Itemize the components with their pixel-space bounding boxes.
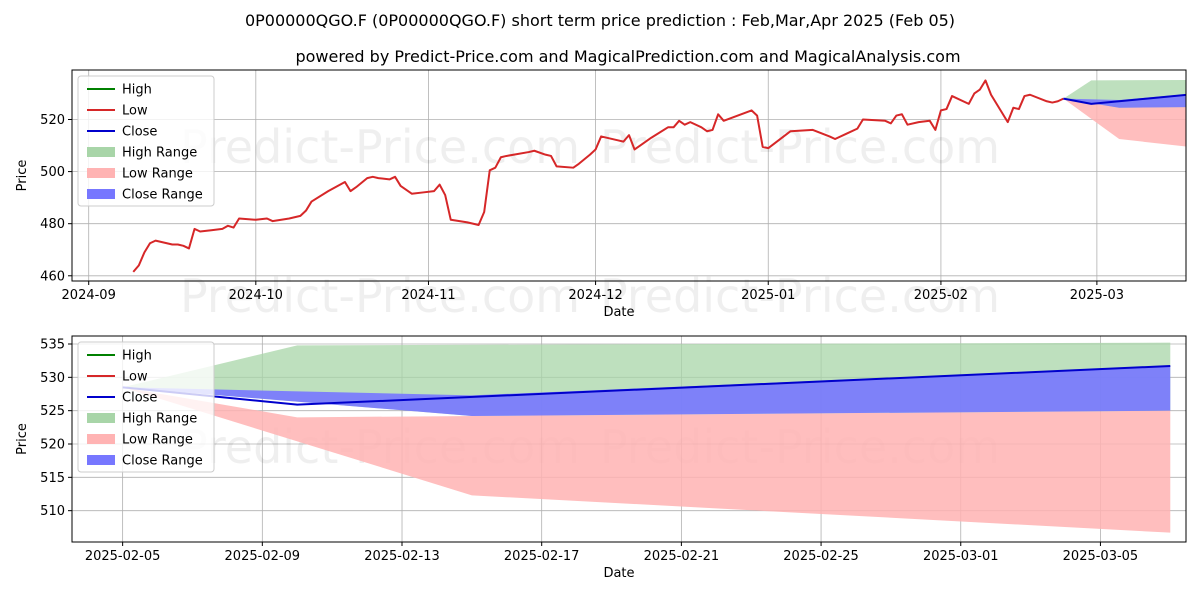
- legend-high-range-swatch: [87, 413, 115, 423]
- ticks: 2025-02-05 2025-02-09 2025-02-13 2025-02-17…: [40, 338, 1138, 565]
- low-range-area: [1063, 98, 1186, 147]
- watermark: Predict-Price.com: [600, 269, 1000, 323]
- legend-close-label: Close: [122, 125, 157, 140]
- legend-low-range-label: Low Range: [122, 433, 193, 448]
- legend-low-range-label: Low Range: [122, 167, 193, 182]
- x-tick-label: 2025-02-25: [783, 549, 859, 564]
- x-tick-label: 2025-02-17: [504, 549, 580, 564]
- y-tick-label: 500: [40, 165, 65, 180]
- y-axis-label: Price: [15, 423, 30, 455]
- y-tick-label: 520: [40, 438, 65, 453]
- x-tick-label: 2024-11: [401, 288, 455, 303]
- range-fills: [122, 342, 1171, 533]
- y-tick-label: 480: [40, 217, 65, 232]
- legend-high-range-label: High Range: [122, 412, 197, 427]
- x-tick-label: 2025-02-21: [644, 549, 720, 564]
- legend-low-range-swatch: [87, 434, 115, 444]
- x-tick-label: 2025-03-05: [1063, 549, 1139, 564]
- chart-subtitle: powered by Predict-Price.com and Magical…: [295, 47, 960, 66]
- x-tick-label: 2025-02-09: [225, 549, 301, 564]
- y-tick-label: 510: [40, 504, 65, 519]
- legend-low-label: Low: [122, 370, 148, 385]
- x-tick-label: 2024-10: [229, 288, 283, 303]
- x-tick-label: 2025-03-01: [923, 549, 999, 564]
- legend-close-range-label: Close Range: [122, 188, 203, 203]
- legend-close-range-swatch: [87, 189, 115, 199]
- panel-history-and-forecast: Predict-Price.com Predict-Price.com Predic…: [15, 69, 1187, 323]
- legend-high-range-swatch: [87, 147, 115, 157]
- watermark: Predict-Price.com: [180, 269, 580, 323]
- legend-close-range-swatch: [87, 455, 115, 465]
- plot-frame: [71, 335, 1187, 543]
- y-tick-label: 515: [40, 471, 65, 486]
- grid: [72, 70, 1186, 281]
- watermark: Predict-Price.com: [180, 120, 580, 174]
- watermark: Predict-Price.com: [600, 120, 1000, 174]
- y-tick-label: 535: [40, 338, 65, 353]
- legend-high-label: High: [122, 349, 152, 364]
- low-range-area: [122, 387, 1171, 533]
- legend-close-label: Close: [122, 391, 157, 406]
- x-tick-label: 2025-03: [1070, 288, 1124, 303]
- y-tick-label: 525: [40, 404, 65, 419]
- legend-close-range-label: Close Range: [122, 454, 203, 469]
- low-series-line: [132, 79, 1064, 273]
- legend: High Low Close High Range Low Range Close Ran…: [77, 341, 215, 473]
- x-tick-label: 2025-02-13: [364, 549, 440, 564]
- x-axis-label: Date: [603, 305, 634, 320]
- range-fills: [1063, 79, 1186, 147]
- x-axis-label: Date: [603, 566, 634, 581]
- y-tick-label: 460: [40, 269, 65, 284]
- ticks: 2024-09 2024-10 2024-11 2024-12 2025-01 2025-…: [40, 113, 1124, 303]
- x-tick-label: 2024-09: [62, 288, 116, 303]
- panel-forecast-zoom: Predict-Price.comPredict-Price.com2025-0…: [15, 335, 1187, 581]
- x-tick-label: 2025-01: [741, 288, 795, 303]
- legend-high-label: High: [122, 83, 152, 98]
- x-tick-label: 2025-02: [914, 288, 968, 303]
- y-axis-label: Price: [15, 160, 30, 192]
- plot-frame: [71, 69, 1187, 282]
- legend: High Low Close High Range Low Range Close Ran…: [77, 75, 215, 207]
- chart-title: 0P00000QGO.F (0P00000QGO.F) short term p…: [245, 11, 955, 30]
- legend-low-label: Low: [122, 104, 148, 119]
- y-tick-label: 520: [40, 113, 65, 128]
- legend-high-range-label: High Range: [122, 146, 197, 161]
- series-lines: [132, 79, 1186, 273]
- legend-low-range-swatch: [87, 168, 115, 178]
- close-series-line: [1063, 93, 1186, 105]
- y-tick-label: 530: [40, 371, 65, 386]
- x-tick-label: 2025-02-05: [85, 549, 161, 564]
- x-tick-label: 2024-12: [568, 288, 622, 303]
